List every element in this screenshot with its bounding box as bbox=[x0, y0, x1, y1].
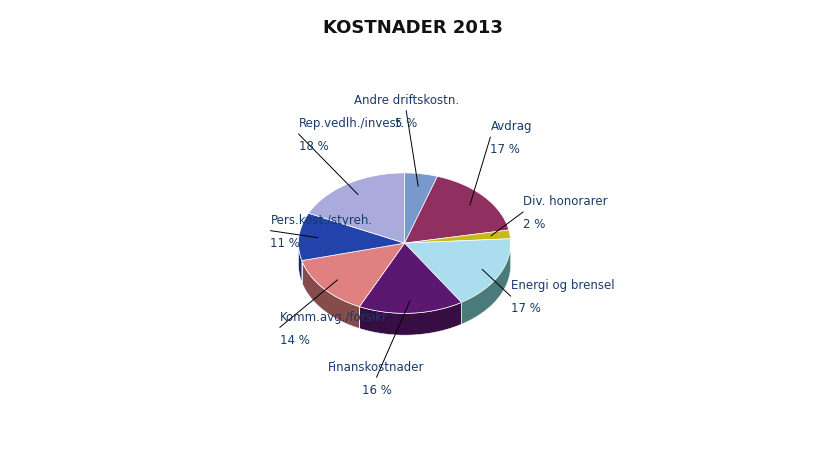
Polygon shape bbox=[359, 302, 462, 335]
Text: Pers.kost./styreh.: Pers.kost./styreh. bbox=[270, 214, 373, 227]
Polygon shape bbox=[309, 173, 405, 243]
Text: 17 %: 17 % bbox=[510, 302, 540, 315]
Polygon shape bbox=[462, 243, 510, 324]
Text: 14 %: 14 % bbox=[280, 334, 310, 347]
Text: 18 %: 18 % bbox=[298, 140, 328, 153]
Text: 17 %: 17 % bbox=[491, 143, 520, 156]
Text: Div. honorarer: Div. honorarer bbox=[523, 195, 608, 208]
Polygon shape bbox=[405, 176, 509, 243]
Polygon shape bbox=[298, 213, 405, 260]
Polygon shape bbox=[301, 243, 405, 307]
Polygon shape bbox=[359, 243, 462, 313]
Text: 2 %: 2 % bbox=[523, 218, 545, 231]
Text: Andre driftskostn.: Andre driftskostn. bbox=[354, 94, 458, 107]
Text: 16 %: 16 % bbox=[362, 384, 392, 397]
Text: 11 %: 11 % bbox=[270, 237, 301, 250]
Polygon shape bbox=[405, 239, 510, 302]
Polygon shape bbox=[405, 173, 438, 243]
Text: Rep.vedlh./invest.: Rep.vedlh./invest. bbox=[298, 117, 405, 130]
Polygon shape bbox=[301, 260, 359, 329]
Text: KOSTNADER 2013: KOSTNADER 2013 bbox=[323, 19, 503, 37]
Text: Energi og brensel: Energi og brensel bbox=[510, 280, 615, 293]
Polygon shape bbox=[405, 230, 510, 243]
Text: Komm.avg./forsikr.: Komm.avg./forsikr. bbox=[280, 311, 391, 323]
Polygon shape bbox=[298, 243, 301, 282]
Polygon shape bbox=[462, 243, 510, 324]
Text: 5 %: 5 % bbox=[395, 117, 417, 130]
Text: Finanskostnader: Finanskostnader bbox=[328, 361, 425, 374]
Text: Avdrag: Avdrag bbox=[491, 120, 532, 133]
